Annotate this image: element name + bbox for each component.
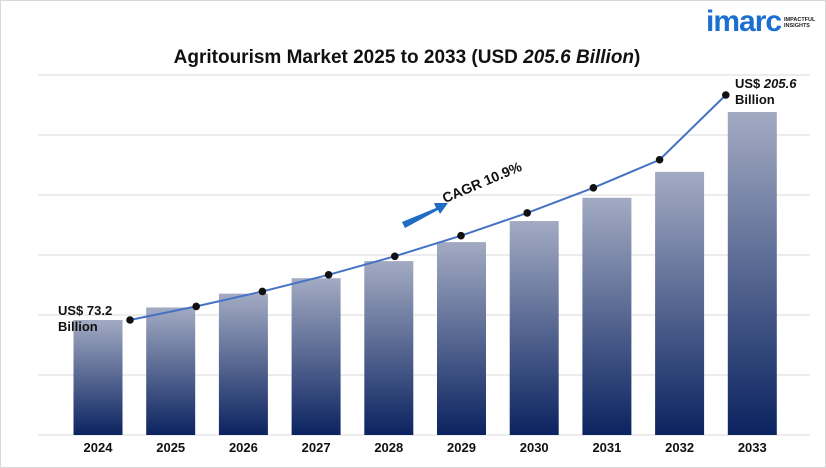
logo-wordmark: imarc <box>706 5 782 38</box>
x-tick-2025: 2025 <box>156 440 185 455</box>
cagr-arrow-icon <box>402 203 448 228</box>
x-tick-2032: 2032 <box>665 440 694 455</box>
trend-marker-2031 <box>589 183 598 192</box>
trend-polyline <box>129 94 727 321</box>
trend-line <box>126 91 730 324</box>
x-tick-2027: 2027 <box>302 440 331 455</box>
imarc-logo: imarc IMPACTFUL INSIGHTS <box>706 6 822 38</box>
bar-2028 <box>364 261 414 435</box>
x-tick-2031: 2031 <box>592 440 621 455</box>
x-tick-2029: 2029 <box>447 440 476 455</box>
bar-2025 <box>146 307 196 435</box>
bars <box>73 112 777 436</box>
x-tick-2030: 2030 <box>520 440 549 455</box>
bar-2029 <box>437 242 486 435</box>
x-tick-2024: 2024 <box>84 440 114 455</box>
bar-2024 <box>73 320 123 435</box>
bar-2033 <box>727 112 777 435</box>
x-tick-2028: 2028 <box>374 440 403 455</box>
trend-marker-2026 <box>258 287 267 296</box>
x-tick-2026: 2026 <box>229 440 258 455</box>
bar-2031 <box>582 197 632 435</box>
bar-2030 <box>509 221 559 435</box>
bar-2032 <box>655 171 705 436</box>
trend-marker-2028 <box>391 252 399 261</box>
trend-marker-2027 <box>324 270 333 279</box>
x-axis-ticks: 2024 2025 2026 2027 2028 2029 2030 2031 2032 2033 <box>84 440 767 455</box>
trend-marker-2033 <box>722 91 730 99</box>
start-value-label: US$ 73.2 Billion <box>58 303 113 334</box>
cagr-arrow-shape <box>402 203 448 228</box>
x-tick-2033: 2033 <box>738 440 767 455</box>
bar-2026 <box>218 293 268 435</box>
chart-title: Agritourism Market 2025 to 2033 (USD 205… <box>173 47 641 68</box>
trend-marker-2029 <box>457 231 465 240</box>
logo-tagline: IMPACTFUL INSIGHTS <box>784 17 816 29</box>
end-value-label: US$ 205.6 Billion <box>735 76 797 107</box>
bar-2027 <box>291 278 341 435</box>
trend-marker-2025 <box>192 302 200 311</box>
trend-marker-2030 <box>523 209 531 217</box>
trend-marker-2024 <box>126 316 134 324</box>
trend-marker-2032 <box>655 155 664 164</box>
